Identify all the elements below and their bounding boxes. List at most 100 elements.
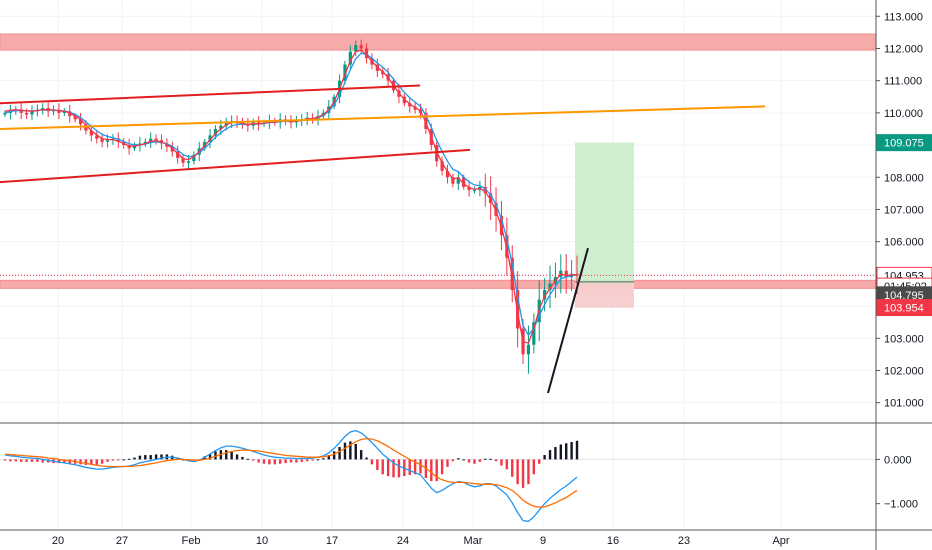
macd-histogram-bar — [262, 459, 266, 464]
candle-body — [483, 186, 487, 194]
candle-body — [41, 108, 45, 110]
candle-body — [364, 48, 369, 59]
candle-body — [78, 119, 83, 125]
price-tick-label: 108.000 — [884, 172, 924, 184]
macd-histogram-bar — [408, 459, 411, 475]
macd-histogram-bar — [338, 447, 341, 460]
trendlines[interactable] — [0, 84, 876, 394]
candle-body — [127, 145, 131, 149]
macd-tick-label: −1.000 — [884, 499, 918, 511]
macd-histogram-bar — [376, 459, 379, 470]
rebound-line[interactable] — [547, 247, 589, 394]
macd-histogram-bar — [279, 459, 282, 464]
long-trendline[interactable] — [0, 105, 766, 130]
macd-histogram-bar — [63, 459, 66, 464]
price-tick-label: 102.000 — [884, 365, 924, 377]
candle-body — [213, 128, 218, 136]
macd-histogram-bar — [68, 459, 71, 464]
macd-histogram-bar — [451, 459, 455, 462]
macd-histogram-bar — [473, 459, 476, 464]
candle-body — [100, 138, 104, 142]
macd-histogram-bar — [117, 459, 120, 461]
grid — [0, 0, 876, 530]
macd-histogram-bar — [521, 459, 525, 488]
macd-histogram-bar — [397, 459, 401, 478]
moving-averages — [4, 49, 578, 344]
candle-body — [73, 116, 77, 120]
candle-body — [456, 177, 460, 184]
macd-histogram-bar — [14, 459, 17, 462]
macd-histogram-bar — [273, 459, 277, 465]
macd-histogram-bar — [548, 450, 552, 460]
macd-histogram-bar — [354, 443, 357, 460]
macd-histogram-bar — [446, 459, 449, 467]
macd-histogram-bar — [359, 450, 363, 460]
candle-body — [359, 45, 363, 49]
macd-histogram-bar — [230, 451, 233, 460]
candle-body — [68, 111, 72, 117]
macd-histogram-bar — [154, 454, 158, 460]
macd-histogram-bar — [457, 458, 460, 460]
date-tick-label: 27 — [116, 535, 128, 547]
macd-histogram-bar — [381, 459, 384, 475]
date-tick-label: 9 — [540, 535, 546, 547]
candle-body — [154, 138, 158, 141]
candle-body — [89, 130, 93, 136]
macd-histogram-bar — [316, 459, 320, 461]
candle-body — [192, 154, 196, 162]
candle-body — [186, 161, 191, 163]
ma-fast-line — [4, 49, 578, 344]
candle-body — [219, 125, 223, 129]
macd-histogram-bar — [246, 458, 250, 460]
date-tick-label: 20 — [52, 535, 64, 547]
macd-line — [4, 429, 578, 523]
macd-histogram-bar — [478, 459, 482, 462]
candle-body — [3, 112, 7, 115]
macd-histogram-bar — [305, 459, 309, 462]
macd-histogram-bar — [225, 450, 228, 460]
macd-histogram-bar — [284, 459, 287, 464]
candle-body — [19, 109, 23, 113]
date-tick-label: Mar — [464, 535, 483, 547]
price-tick-label: 112.000 — [884, 43, 923, 55]
macd-histogram-bar — [252, 459, 255, 461]
candle-body — [30, 111, 34, 115]
macd-histogram-bar — [467, 459, 471, 463]
macd-histogram-bar — [462, 459, 465, 461]
macd-histogram-bar — [554, 447, 557, 460]
channel-upper[interactable] — [0, 84, 421, 105]
macd-histogram-bar — [570, 442, 573, 460]
macd-histogram-bar — [122, 459, 125, 461]
date-tick-label: 10 — [256, 535, 268, 547]
macd-histogram-bar — [241, 456, 244, 460]
macd-histogram-bar — [494, 459, 498, 462]
candle-body — [408, 103, 412, 107]
macd-histogram-bar — [160, 454, 163, 460]
candle-body — [105, 140, 110, 142]
macd-histogram-bar — [386, 459, 390, 477]
macd-histogram-bar — [289, 459, 293, 463]
macd-histogram-bar — [349, 441, 352, 460]
resistance-zone — [0, 33, 877, 51]
macd-histogram-bar — [516, 459, 519, 485]
date-tick-label: 23 — [678, 535, 690, 547]
channel-lower[interactable] — [0, 148, 471, 184]
candle-body — [116, 138, 120, 142]
date-tick-label: 17 — [326, 535, 338, 547]
signal-line — [4, 437, 578, 508]
macd-histogram-bar — [235, 454, 239, 460]
price-tick-label: 110.000 — [884, 108, 923, 120]
macd-histogram-bar — [365, 457, 368, 460]
macd-histogram-bar — [295, 459, 298, 463]
macd-histogram-bar — [36, 459, 39, 462]
macd-histogram-bar — [257, 459, 260, 463]
macd-histogram-bar — [30, 459, 34, 462]
macd-histogram-bar — [559, 444, 563, 460]
macd-histogram-bar — [111, 459, 115, 461]
macd-histogram-bar — [413, 459, 417, 475]
macd-histogram-bar — [332, 451, 336, 460]
macd-histogram-bar — [538, 459, 541, 464]
price-tick-label: 106.000 — [884, 237, 924, 249]
